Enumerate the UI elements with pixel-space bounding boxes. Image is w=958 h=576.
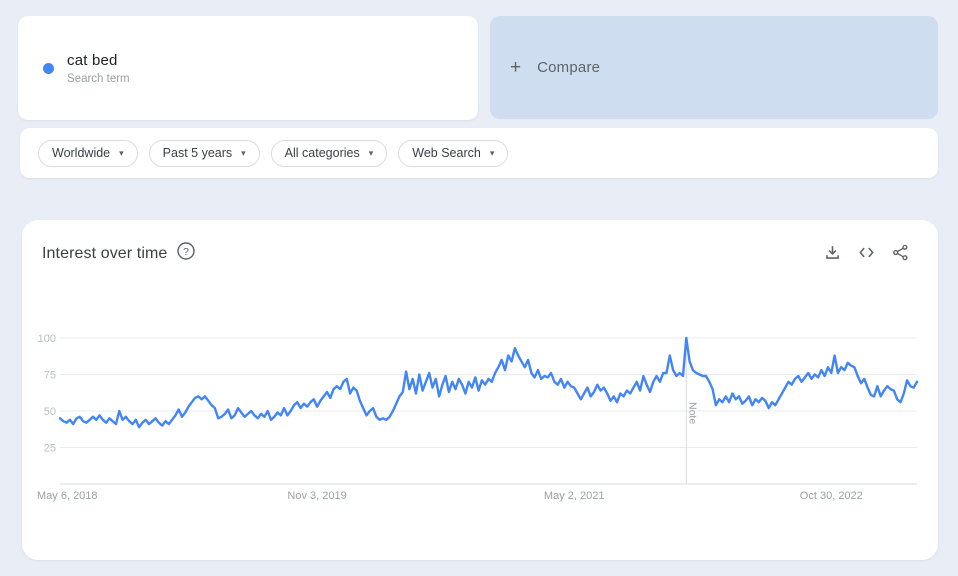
share-icon[interactable] bbox=[891, 243, 910, 262]
series-color-dot bbox=[43, 62, 54, 74]
y-axis-tick-label: 100 bbox=[38, 333, 56, 345]
svg-text:?: ? bbox=[183, 246, 189, 258]
embed-code-icon[interactable] bbox=[857, 243, 876, 262]
filter-bar: Worldwide ▾ Past 5 years ▾ All categorie… bbox=[20, 128, 938, 178]
y-axis-tick-label: 25 bbox=[44, 443, 56, 455]
x-axis-tick-label: May 2, 2021 bbox=[544, 490, 605, 502]
interest-over-time-chart[interactable]: 100 75 50 25 Note May 6, 2018 Nov 3, 2019 May 2… bbox=[22, 316, 938, 526]
y-axis-tick-label: 75 bbox=[44, 370, 56, 382]
x-axis-tick-label: Oct 30, 2022 bbox=[800, 490, 863, 502]
x-axis-tick-label: May 6, 2018 bbox=[37, 490, 98, 502]
search-term-text: cat bed Search term bbox=[67, 52, 130, 85]
search-type-filter-label: Web Search bbox=[412, 146, 481, 160]
search-type-filter-dropdown[interactable]: Web Search ▾ bbox=[398, 139, 509, 167]
y-axis-tick-label: 50 bbox=[44, 406, 56, 418]
category-filter-dropdown[interactable]: All categories ▾ bbox=[270, 139, 388, 167]
interest-over-time-card: Interest over time ? bbox=[22, 220, 938, 560]
geo-filter-label: Worldwide bbox=[52, 146, 111, 160]
search-term-card[interactable]: cat bed Search term bbox=[18, 16, 478, 120]
search-term-label: cat bed bbox=[67, 51, 118, 69]
chevron-down-icon: ▾ bbox=[119, 147, 124, 158]
time-range-filter-label: Past 5 years bbox=[162, 146, 233, 160]
chevron-down-icon: ▾ bbox=[489, 147, 495, 158]
chart-card-title: Interest over time bbox=[42, 245, 168, 262]
search-term-subtitle: Search term bbox=[67, 72, 130, 85]
trend-chart-svg: 100 75 50 25 Note May 6, 2018 Nov 3, 2019 May 2… bbox=[37, 333, 919, 502]
note-marker-label: Note bbox=[686, 402, 698, 424]
x-axis-tick-label: Nov 3, 2019 bbox=[287, 490, 346, 502]
compare-button[interactable]: + Compare bbox=[490, 16, 938, 119]
chevron-down-icon: ▾ bbox=[368, 147, 374, 158]
plus-icon: + bbox=[510, 56, 522, 78]
trend-line-cat-bed bbox=[58, 336, 919, 429]
download-icon[interactable] bbox=[823, 243, 842, 262]
time-range-filter-dropdown[interactable]: Past 5 years ▾ bbox=[148, 139, 260, 167]
help-icon[interactable]: ? bbox=[176, 241, 196, 261]
category-filter-label: All categories bbox=[284, 146, 360, 160]
chart-card-header: Interest over time ? bbox=[22, 220, 938, 280]
compare-label: Compare bbox=[537, 59, 601, 76]
chart-actions bbox=[823, 243, 910, 262]
chevron-down-icon: ▾ bbox=[241, 147, 246, 158]
geo-filter-dropdown[interactable]: Worldwide ▾ bbox=[38, 139, 138, 167]
